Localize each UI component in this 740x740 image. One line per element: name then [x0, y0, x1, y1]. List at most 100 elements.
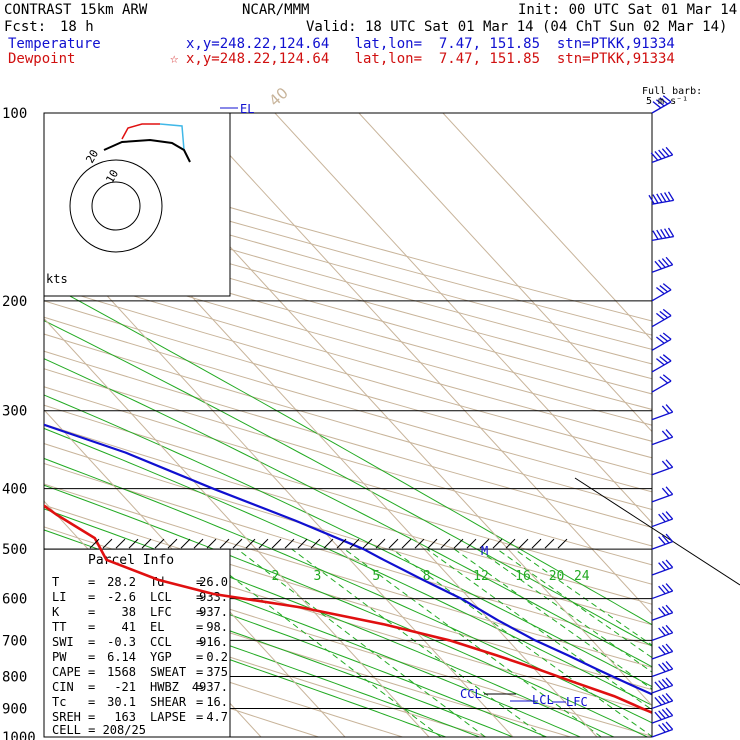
- mixing-ratio-lines: [195, 548, 652, 737]
- hatch-mark: [518, 538, 529, 549]
- parcel-eq: =: [196, 605, 203, 619]
- pressure-tick-label: 1000: [2, 730, 36, 740]
- hatch-mark: [89, 538, 100, 549]
- isotherm-line: [44, 409, 346, 737]
- parcel-key: SREH: [52, 710, 81, 724]
- wind-barb: [651, 511, 674, 528]
- parcel-key: LFC: [150, 605, 172, 619]
- hatch-mark: [349, 538, 360, 549]
- wind-barb-flag: [658, 562, 666, 571]
- temperature-trace: [44, 423, 652, 696]
- dry-adiabat: [44, 462, 652, 647]
- wind-barb-flag: [658, 646, 666, 655]
- wind-barb-flag: [650, 152, 659, 161]
- wind-barb: [651, 692, 674, 710]
- barb-legend-line1: Full barb:: [642, 86, 702, 97]
- mixing-ratio-line: [291, 548, 545, 737]
- pressure-tick-label: 800: [2, 670, 27, 686]
- wind-barb-flag: [658, 513, 666, 523]
- right-boundary: [574, 477, 740, 586]
- chart-labels: 1002003004005006007008009001000403703803…: [2, 84, 590, 740]
- dewpoint-legend: Dewpoint: [8, 51, 76, 67]
- lcl-label: LCL: [532, 693, 554, 707]
- hatch-mark: [440, 538, 451, 549]
- parcel-key: CAPE: [52, 665, 81, 679]
- wind-barb: [651, 559, 674, 576]
- hatch-mark: [128, 538, 139, 549]
- pressure-tick-label: 300: [2, 404, 27, 420]
- wind-barb-flag: [661, 606, 670, 615]
- wind-barb-flag: [665, 692, 674, 702]
- hatch-mark: [427, 538, 438, 549]
- parcel-eq: =: [196, 590, 203, 604]
- wind-barb-flag: [661, 662, 670, 671]
- wind-barb-flag: [656, 193, 663, 203]
- wind-barb-flag: [665, 511, 674, 520]
- dewpoint-marker: ☆: [170, 51, 179, 67]
- dry-adiabat: [44, 223, 652, 395]
- hatch-mark: [414, 538, 425, 549]
- dry-adiabat: [44, 350, 652, 529]
- hatch-mark: [375, 538, 386, 549]
- dry-adiabat: [44, 595, 487, 737]
- pressure-tick-label: 200: [2, 294, 27, 310]
- mixing-ratio-line: [454, 548, 652, 690]
- pressure-tick-label: 100: [2, 106, 27, 122]
- wind-barb-flag: [661, 512, 670, 521]
- parcel-key: LAPSE: [150, 710, 186, 724]
- parcel-value: -0.3: [107, 635, 136, 649]
- wind-barb: [651, 256, 674, 273]
- hatch-mark: [401, 538, 412, 549]
- wind-barb-flag: [654, 697, 662, 706]
- pressure-tick-label: 400: [2, 482, 27, 498]
- parcel-info-frame: [43, 548, 231, 738]
- wind-barb: [650, 146, 674, 164]
- wind-barb: [651, 227, 675, 242]
- wind-barb-flag: [655, 287, 665, 295]
- parcel-value: 16.: [206, 695, 228, 709]
- parcel-eq: =: [88, 605, 95, 619]
- pressure-tick-label: 700: [2, 633, 27, 649]
- wind-barb-flag: [659, 334, 669, 342]
- dry-adiabat: [44, 423, 652, 605]
- hatch-mark: [310, 538, 321, 549]
- wind-barb-staff: [651, 360, 672, 373]
- parcel-eq: =: [88, 635, 95, 649]
- parcel-eq: =: [88, 620, 95, 634]
- wind-barb: [651, 707, 674, 724]
- wind-barb-staff: [651, 264, 673, 273]
- wind-barb-flag: [665, 146, 674, 156]
- dewpoint-trace: [44, 504, 652, 715]
- parcel-key: SWEAT: [150, 665, 186, 679]
- wind-barb-staff: [651, 668, 673, 678]
- pressure-tick-label: 500: [2, 542, 27, 558]
- parcel-key: TT: [52, 620, 66, 634]
- isotherm-line: [190, 113, 652, 615]
- wind-barb: [651, 643, 674, 660]
- parcel-value: 30.1: [107, 695, 136, 709]
- wind-barb-staff: [651, 518, 673, 528]
- wind-barb: [651, 677, 674, 694]
- wind-barb-flag: [659, 356, 669, 364]
- wind-barb-flag: [659, 376, 669, 384]
- parcel-eq: =: [88, 575, 95, 589]
- dry-adiabat: [44, 284, 652, 459]
- isotherm-line: [44, 317, 430, 737]
- wind-barb-flag: [662, 95, 672, 103]
- temperature-legend: Temperature: [8, 36, 101, 52]
- wind-barb-flag: [655, 336, 665, 344]
- parcel-value: -2.6: [107, 590, 136, 604]
- mixing-ratio-line: [344, 548, 602, 737]
- wind-barb-flag: [664, 192, 671, 202]
- wind-barb-staff: [651, 154, 673, 164]
- valid-time: Valid: 18 UTC Sat 01 Mar 14 (04 ChT Sun …: [306, 19, 728, 35]
- wind-barb-flag: [654, 151, 662, 160]
- wind-barb-flag: [652, 194, 659, 204]
- parcel-value: 26.0: [199, 575, 228, 589]
- mixing-ratio-line: [195, 548, 442, 737]
- parcel-value: 937.: [199, 605, 228, 619]
- parcel-eq: =: [196, 620, 203, 634]
- ccl-label: CCL: [460, 687, 482, 701]
- mixing-ratio-label: 16: [515, 569, 531, 584]
- wind-barb-flag: [662, 283, 672, 291]
